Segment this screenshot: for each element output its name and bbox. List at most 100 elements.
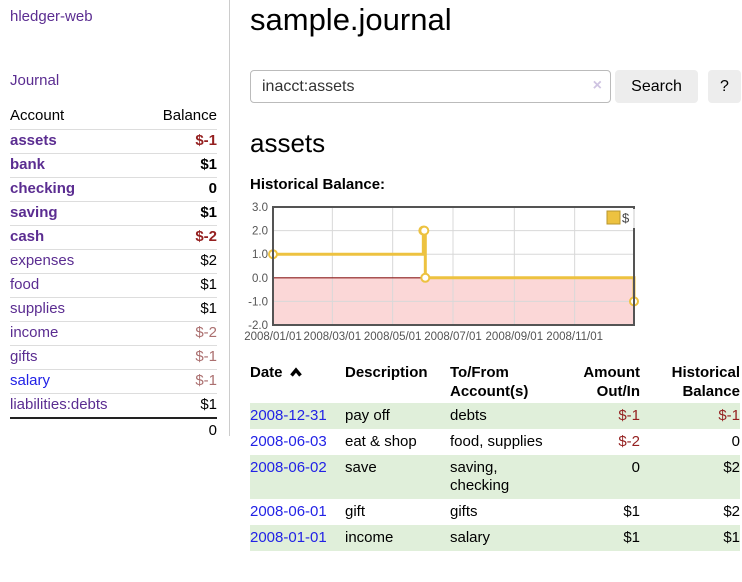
transaction-date-link[interactable]: 2008-01-01 bbox=[250, 529, 327, 546]
transaction-description: eat & shop bbox=[345, 433, 417, 450]
accounts-header-account: Account bbox=[10, 105, 144, 130]
clear-search-icon[interactable]: × bbox=[592, 77, 602, 94]
accounts-body: assets $-1 bank $1 checking 0 saving $1 cash $-2 e… bbox=[10, 129, 217, 419]
search-input[interactable] bbox=[250, 70, 611, 103]
account-row: food $1 bbox=[10, 273, 217, 298]
account-link-saving[interactable]: saving bbox=[10, 204, 58, 221]
account-row: assets $-1 bbox=[10, 129, 217, 154]
account-balance: $1 bbox=[143, 273, 217, 298]
transaction-date-link[interactable]: 2008-06-01 bbox=[250, 503, 327, 520]
register-table: Date Description To/From Account(s) Amou… bbox=[250, 361, 740, 551]
register-row: 2008-06-03 eat & shop food, supplies $-2 0 bbox=[250, 429, 740, 455]
svg-text:2008/11/01: 2008/11/01 bbox=[546, 331, 603, 343]
transaction-date-link[interactable]: 2008-06-03 bbox=[250, 433, 327, 450]
svg-text:2008/03/01: 2008/03/01 bbox=[304, 331, 362, 343]
account-link-liabilities-debts[interactable]: liabilities:debts bbox=[10, 396, 108, 413]
page-title: sample.journal bbox=[250, 2, 452, 37]
transaction-date-cell: 2008-12-31 bbox=[250, 403, 345, 429]
transaction-balance: $-1 bbox=[718, 407, 740, 424]
transaction-balance: $1 bbox=[723, 529, 740, 546]
transaction-description: pay off bbox=[345, 407, 390, 424]
account-row: cash $-2 bbox=[10, 225, 217, 250]
account-link-food[interactable]: food bbox=[10, 276, 40, 293]
account-link-expenses[interactable]: expenses bbox=[10, 252, 75, 269]
register-row: 2008-12-31 pay off debts $-1 $-1 bbox=[250, 403, 740, 429]
svg-text:-2.0: -2.0 bbox=[248, 320, 268, 332]
transaction-accounts: debts bbox=[450, 407, 487, 424]
register-header-balance: Historical Balance bbox=[671, 364, 740, 400]
account-balance: $-1 bbox=[143, 129, 217, 154]
register-row: 2008-06-02 save saving, checking 0 $2 bbox=[250, 455, 740, 499]
transaction-accounts: gifts bbox=[450, 503, 478, 520]
account-row: liabilities:debts $1 bbox=[10, 393, 217, 419]
account-link-assets[interactable]: assets bbox=[10, 132, 57, 149]
transaction-date-cell: 2008-01-01 bbox=[250, 525, 345, 551]
transaction-amount: $-2 bbox=[618, 433, 640, 450]
svg-text:$: $ bbox=[622, 211, 630, 226]
transaction-date-link[interactable]: 2008-12-31 bbox=[250, 407, 327, 424]
transaction-amount: $1 bbox=[623, 503, 640, 520]
transaction-balance: 0 bbox=[731, 433, 740, 450]
account-row: income $-2 bbox=[10, 321, 217, 346]
account-balance: 0 bbox=[143, 177, 217, 202]
account-balance: $-2 bbox=[143, 225, 217, 250]
svg-text:2008/01/01: 2008/01/01 bbox=[244, 331, 302, 343]
account-balance: $-1 bbox=[143, 345, 217, 370]
help-button[interactable]: ? bbox=[708, 70, 741, 103]
account-balance: $1 bbox=[143, 393, 217, 419]
sort-ascending-icon bbox=[289, 367, 302, 377]
transaction-amount: 0 bbox=[631, 459, 640, 476]
main-content: sample.journal × Search ? assets Histori… bbox=[244, 0, 742, 551]
account-heading: assets bbox=[250, 128, 326, 158]
svg-text:2.0: 2.0 bbox=[252, 226, 268, 238]
svg-text:0.0: 0.0 bbox=[252, 273, 268, 285]
account-row: bank $1 bbox=[10, 153, 217, 178]
account-row: salary $-1 bbox=[10, 369, 217, 394]
historical-balance-chart[interactable]: $3.0 2.0 1.0 0.0 -1.0 -2.0 2008/01/01 2008/03/0… bbox=[244, 199, 742, 345]
accounts-header-row: Account Balance bbox=[10, 105, 217, 130]
accounts-table: Account Balance assets $-1 bank $1 checking 0… bbox=[10, 105, 217, 443]
account-row: supplies $1 bbox=[10, 297, 217, 322]
account-link-cash[interactable]: cash bbox=[10, 228, 45, 245]
register-row: 2008-06-01 gift gifts $1 $2 bbox=[250, 499, 740, 525]
transaction-accounts: saving, checking bbox=[450, 459, 510, 494]
transaction-description: gift bbox=[345, 503, 366, 520]
search-button[interactable]: Search bbox=[615, 70, 698, 103]
account-link-income[interactable]: income bbox=[10, 324, 59, 341]
transaction-description: save bbox=[345, 459, 377, 476]
transaction-date-cell: 2008-06-01 bbox=[250, 499, 345, 525]
account-link-salary[interactable]: salary bbox=[10, 372, 51, 389]
transaction-balance: $2 bbox=[723, 459, 740, 476]
account-link-supplies[interactable]: supplies bbox=[10, 300, 66, 317]
transaction-accounts: salary bbox=[450, 529, 491, 546]
account-row: expenses $2 bbox=[10, 249, 217, 274]
account-balance: $-1 bbox=[143, 369, 217, 394]
account-balance: $1 bbox=[143, 201, 217, 226]
svg-text:-1.0: -1.0 bbox=[248, 296, 268, 308]
account-link-gifts[interactable]: gifts bbox=[10, 348, 38, 365]
sidebar: hledger-web Journal Account Balance asse… bbox=[0, 0, 230, 443]
account-link-checking[interactable]: checking bbox=[10, 180, 76, 197]
register-header-date[interactable]: Date bbox=[250, 361, 345, 403]
account-row: checking 0 bbox=[10, 177, 217, 202]
svg-text:2008/07/01: 2008/07/01 bbox=[424, 331, 482, 343]
svg-text:3.0: 3.0 bbox=[252, 202, 268, 214]
account-balance: $1 bbox=[143, 297, 217, 322]
sidebar-item-journal[interactable]: Journal bbox=[10, 72, 60, 89]
svg-text:2008/09/01: 2008/09/01 bbox=[486, 331, 544, 343]
account-balance: $-2 bbox=[143, 321, 217, 346]
transaction-amount: $-1 bbox=[618, 407, 640, 424]
register-header-description: Description bbox=[345, 364, 428, 381]
chart-title: Historical Balance: bbox=[250, 176, 386, 193]
account-link-bank[interactable]: bank bbox=[10, 156, 46, 173]
transaction-date-cell: 2008-06-03 bbox=[250, 429, 345, 455]
search-field-wrap: × bbox=[250, 70, 611, 103]
svg-text:1.0: 1.0 bbox=[252, 249, 268, 261]
accounts-total-row: 0 bbox=[10, 417, 217, 443]
register-header-amount: Amount Out/In bbox=[583, 364, 640, 400]
transaction-date-link[interactable]: 2008-06-02 bbox=[250, 459, 327, 476]
transaction-amount: $1 bbox=[623, 529, 640, 546]
accounts-total-balance: 0 bbox=[143, 417, 217, 443]
app-title-link[interactable]: hledger-web bbox=[10, 8, 93, 25]
account-balance: $2 bbox=[143, 249, 217, 274]
